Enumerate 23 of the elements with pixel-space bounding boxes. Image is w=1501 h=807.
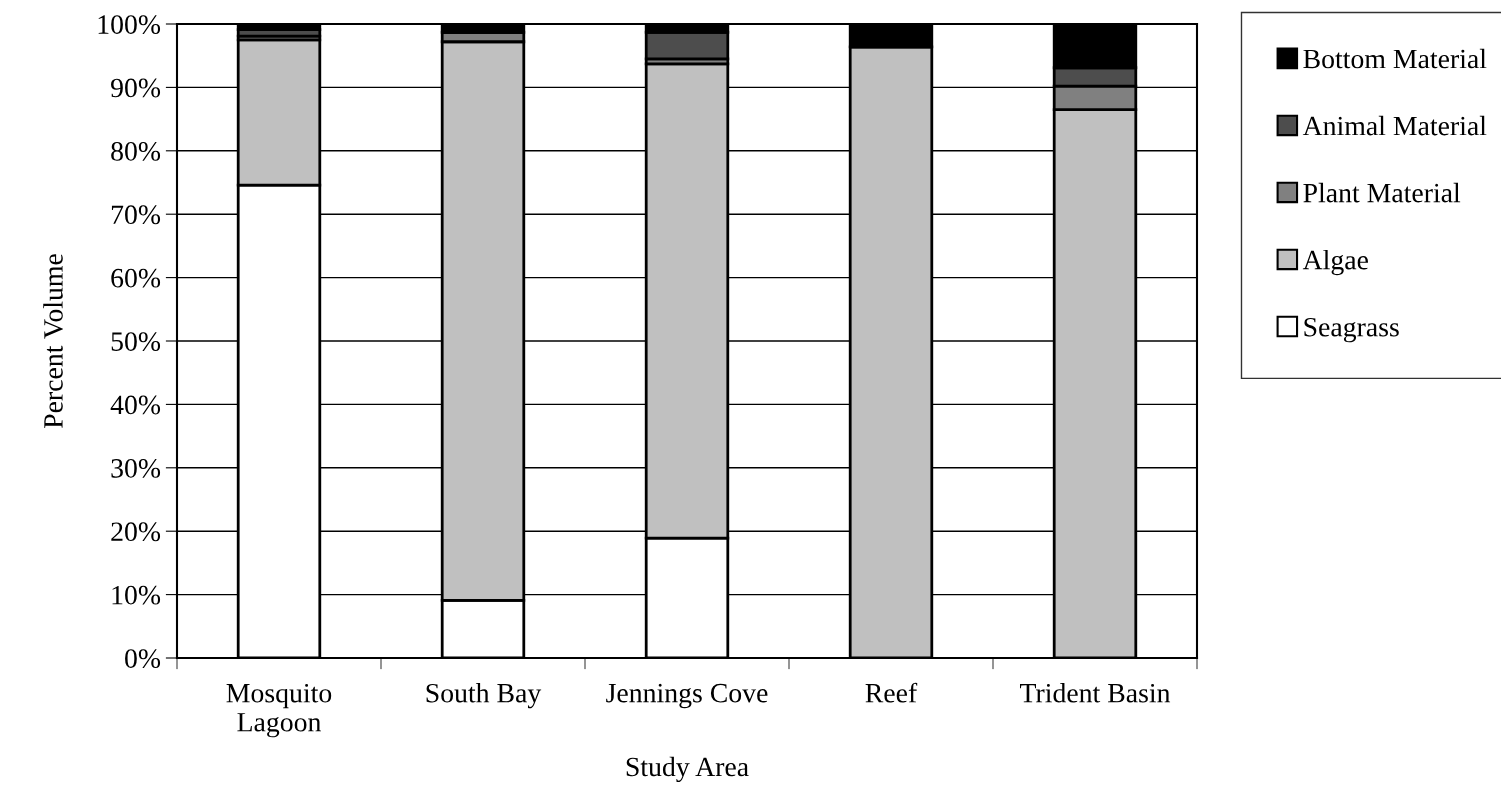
y-axis-title: Percent Volume bbox=[43, 254, 63, 429]
legend-label: Seagrass bbox=[1304, 317, 1399, 343]
x-tick-label: Trident Basin bbox=[1020, 683, 1171, 703]
y-tick-label: 0% bbox=[125, 649, 161, 668]
y-tick-label: 10% bbox=[112, 585, 161, 605]
legend-label: Animal Material bbox=[1302, 115, 1487, 136]
legend-label: Plant Material bbox=[1303, 182, 1461, 203]
x-tick-label: Mosquito Lagoon bbox=[226, 683, 332, 738]
y-tick-label: 50% bbox=[111, 332, 161, 351]
legend-label: Algae bbox=[1302, 249, 1368, 276]
y-tick-label: 80% bbox=[111, 141, 161, 161]
x-tick-label: Reef bbox=[865, 682, 918, 703]
legend-label: Bottom Material bbox=[1303, 48, 1487, 69]
y-tick-label: 40% bbox=[110, 395, 161, 415]
y-tick-label: 100% bbox=[98, 15, 161, 34]
y-tick-label: 90% bbox=[111, 78, 161, 98]
y-tick-label: 20% bbox=[111, 522, 161, 542]
x-tick-label: Jennings Cove bbox=[606, 683, 768, 709]
y-tick-label: 30% bbox=[111, 458, 161, 478]
x-axis-title: Study Area bbox=[626, 756, 749, 783]
x-tick-label: South Bay bbox=[426, 683, 542, 709]
y-tick-label: 70% bbox=[111, 205, 161, 225]
y-tick-label: 60% bbox=[111, 268, 161, 288]
